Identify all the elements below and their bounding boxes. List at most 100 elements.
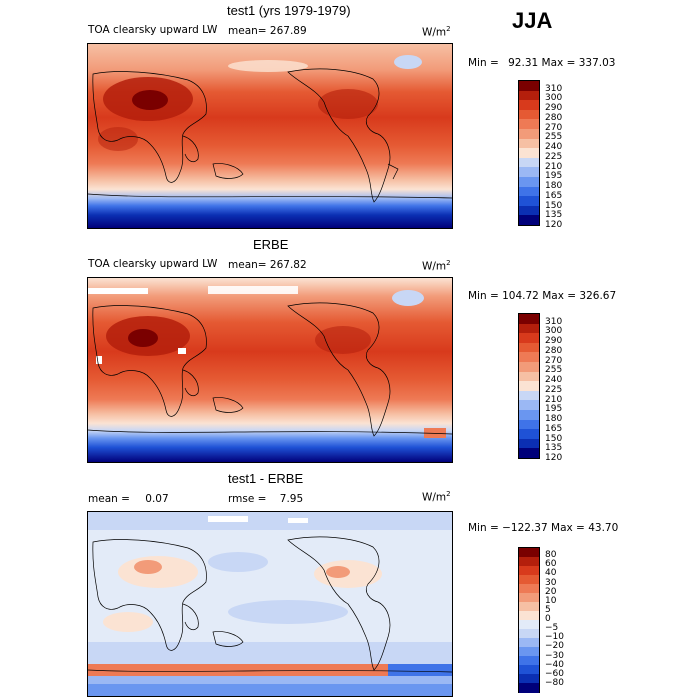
colorbar-tick-label: 240 — [545, 142, 563, 153]
colorbar-segment — [519, 314, 539, 325]
panel3-units-text: W/m — [422, 491, 447, 504]
colorbar-tick-label: 180 — [545, 181, 563, 192]
panel3-max-value: 43.70 — [588, 522, 619, 534]
colorbar-tick-label: 280 — [545, 112, 563, 123]
panel2-field — [88, 278, 452, 462]
colorbar-tick-label: 10 — [545, 595, 557, 606]
panel3-title: test1 - ERBE — [228, 471, 304, 486]
colorbar-segment — [519, 400, 539, 411]
panel1-units-text: W/m — [422, 26, 447, 39]
colorbar-segment — [519, 352, 539, 363]
colorbar-segment — [519, 100, 539, 111]
panel1-mean: mean= 267.89 — [228, 25, 307, 37]
colorbar-segment — [519, 186, 539, 197]
colorbar-segment — [519, 90, 539, 101]
colorbar-tick-label: 290 — [545, 103, 563, 114]
colorbar-tick-label: 165 — [545, 190, 563, 201]
panel2-mean-value: 267.82 — [269, 259, 307, 271]
colorbar-tick-label: 270 — [545, 355, 563, 366]
colorbar-tick-label: 300 — [545, 326, 563, 337]
panel1-map — [87, 43, 453, 229]
colorbar-segment — [519, 638, 539, 648]
colorbar-tick-label: 210 — [545, 161, 563, 172]
colorbar-segment — [519, 419, 539, 430]
colorbar-segment — [519, 157, 539, 168]
panel1-field-label: TOA clearsky upward LW — [88, 24, 218, 36]
colorbar-segment — [519, 575, 539, 585]
panel2-title: ERBE — [253, 237, 289, 252]
panel3-max-label: Max = — [551, 522, 585, 534]
colorbar-tick-label: 5 — [545, 604, 551, 615]
panel3-min-label: Min = — [468, 522, 499, 534]
panel3-map-svg — [88, 512, 452, 696]
panel1-title: test1 (yrs 1979-1979) — [227, 3, 351, 18]
colorbar-tick-label: 255 — [545, 365, 563, 376]
colorbar-tick-label: 225 — [545, 384, 563, 395]
colorbar-tick-label: 255 — [545, 132, 563, 143]
season-label: JJA — [512, 8, 553, 33]
colorbar-segment — [519, 167, 539, 178]
panel1-coastlines — [88, 68, 452, 203]
colorbar-tick-label: −5 — [545, 623, 559, 634]
colorbar-tick-label: 290 — [545, 336, 563, 347]
colorbar-tick-label: −10 — [545, 632, 564, 643]
colorbar-tick-label: 0 — [545, 614, 551, 624]
panel2-units-exp: 2 — [446, 259, 451, 267]
panel2-map-svg — [88, 278, 452, 462]
colorbar-tick-label: 300 — [545, 93, 563, 104]
colorbar-segment — [519, 647, 539, 657]
colorbar-tick-label: 30 — [545, 577, 557, 588]
panel2-map — [87, 277, 453, 463]
colorbar-tick-label: 310 — [545, 316, 563, 327]
colorbar-tick-label: 135 — [545, 210, 563, 221]
colorbar-tick-label: 180 — [545, 414, 563, 425]
colorbar-tick-label: 150 — [545, 200, 563, 211]
panel2-max-value: 326.67 — [579, 290, 617, 302]
colorbar-tick-label: −20 — [545, 641, 564, 652]
colorbar-segment — [519, 429, 539, 440]
panel3-map — [87, 511, 453, 697]
colorbar-segment — [519, 410, 539, 421]
panel1-min-value: 92.31 — [508, 57, 539, 69]
panel2-min-value: 104.72 — [502, 290, 539, 302]
colorbar-tick-label: 165 — [545, 423, 563, 434]
panel3-rmse-value: 7.95 — [279, 493, 304, 505]
panel3-mean: mean = 0.07 — [88, 493, 169, 505]
panel2-minmax: Min = 104.72 Max = 326.67 — [468, 290, 616, 302]
colorbar-segment — [519, 381, 539, 392]
panel1-map-svg — [88, 44, 452, 228]
panel3-min-value: −122.37 — [502, 522, 548, 534]
colorbar-segment — [519, 448, 539, 459]
colorbar-segment — [519, 109, 539, 120]
colorbar-tick-label: 270 — [545, 122, 563, 133]
colorbar-segment — [519, 205, 539, 216]
panel2-units: W/m2 — [422, 259, 451, 273]
colorbar-tick-label: 80 — [545, 550, 557, 561]
panel1-units: W/m2 — [422, 25, 451, 39]
colorbar-segment — [519, 390, 539, 401]
panel1-colorbar — [518, 80, 540, 226]
colorbar-segment — [519, 557, 539, 567]
panel2-mean: mean= 267.82 — [228, 259, 307, 271]
panel1-field — [88, 44, 452, 228]
colorbar-segment — [519, 548, 539, 558]
colorbar-tick-label: −60 — [545, 668, 564, 679]
colorbar-segment — [519, 119, 539, 130]
colorbar-segment — [519, 215, 539, 226]
colorbar-segment — [519, 593, 539, 603]
colorbar-segment — [519, 629, 539, 639]
colorbar-segment — [519, 177, 539, 188]
colorbar-tick-label: 20 — [545, 586, 557, 597]
colorbar-tick-label: 135 — [545, 443, 563, 454]
colorbar-segment — [519, 620, 539, 630]
colorbar-tick-label: 280 — [545, 345, 563, 356]
colorbar-tick-label: 40 — [545, 568, 557, 579]
colorbar-segment — [519, 342, 539, 353]
colorbar-segment — [519, 323, 539, 334]
colorbar-tick-label: 150 — [545, 433, 563, 444]
colorbar-tick-label: 60 — [545, 559, 557, 570]
panel3-minmax: Min = −122.37 Max = 43.70 — [468, 522, 618, 534]
colorbar-segment — [519, 665, 539, 675]
panel2-coastlines — [88, 302, 452, 437]
panel3-colorbar — [518, 547, 540, 693]
